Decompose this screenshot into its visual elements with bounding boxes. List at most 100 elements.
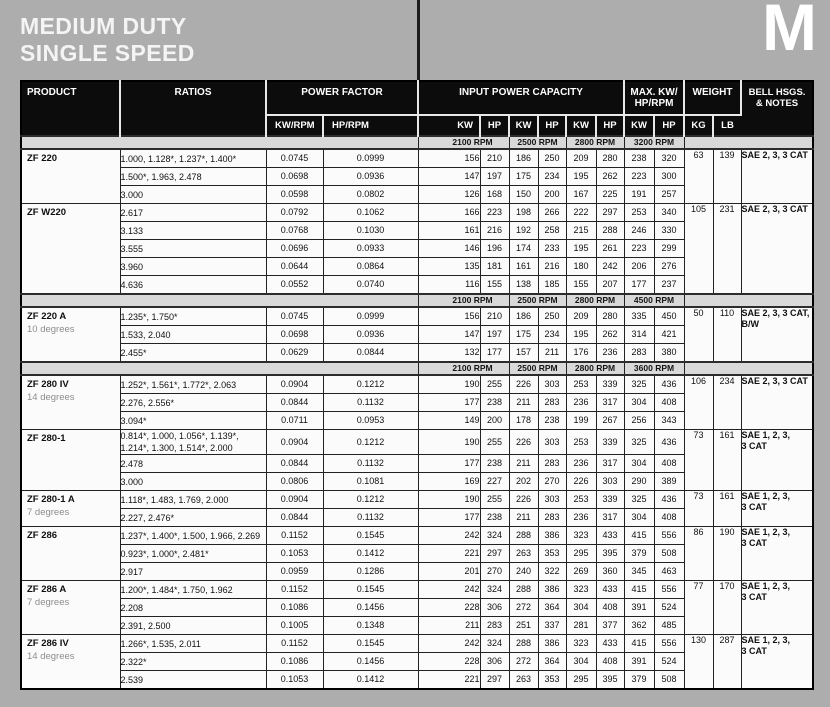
rpm-band-spacer — [21, 361, 419, 376]
ratio-line: 2.917 — [120, 566, 144, 577]
power-factor-kw-cell: 0.0806 — [265, 472, 324, 491]
max-capacity-cell: 485 — [653, 616, 685, 635]
capacity-cell: 386 — [537, 526, 567, 545]
power-factor-kw-cell: 0.0698 — [265, 325, 324, 344]
product-name: ZF 286 — [27, 530, 58, 541]
capacity-cell: 258 — [537, 221, 567, 240]
ratios-cell: 1.252*, 1.561*, 1.772*, 2.063 — [119, 374, 267, 394]
capacity-cell: 255 — [479, 429, 510, 455]
capacity-cell: 297 — [479, 544, 510, 563]
spec-row: 3.133 0.0768 0.1030 161 216 192 258 215 288 246 33… — [21, 221, 813, 240]
spec-row: 3.000 0.0806 0.1081 169 227 202 270 226 303 290 38… — [21, 472, 813, 491]
product-cell: ZF 280 IV 14 degrees — [20, 374, 121, 430]
rpm-band-spacer — [21, 293, 419, 308]
product-angle: 14 degrees — [27, 392, 75, 403]
power-factor-hp-cell: 0.0864 — [322, 257, 419, 276]
capacity-cell: 250 — [537, 148, 567, 168]
capacity-cell: 364 — [537, 598, 567, 617]
capacity-cell: 303 — [595, 472, 625, 491]
spec-row: ZF 280-1 A 7 degrees 1.118*, 1.483, 1.769,… — [20, 490, 814, 527]
capacity-cell: 339 — [595, 429, 625, 455]
capacity-cell: 339 — [595, 490, 625, 509]
notes-line: SAE 1, 2, 3, — [741, 430, 791, 440]
capacity-cell: 270 — [537, 472, 567, 491]
max-capacity-cell: 415 — [623, 634, 655, 653]
unit-header-kg: KG — [684, 115, 715, 136]
capacity-cell: 324 — [479, 634, 510, 653]
spec-row: 3.094* 0.0711 0.0953 149 200 178 238 199 267 256 3… — [21, 411, 813, 430]
product-cell: ZF 220 — [20, 148, 121, 204]
capacity-cell: 223 — [479, 203, 510, 222]
col-header-product: PRODUCT — [21, 81, 121, 136]
max-capacity-cell: 408 — [653, 454, 685, 473]
col-header-weight: WEIGHT — [684, 81, 743, 116]
capacity-cell: 175 — [508, 167, 539, 186]
ratios-cell: 2.227, 2.476* — [119, 508, 267, 527]
unit-header-kw-max: KW — [624, 115, 656, 136]
spec-row: 1.533, 2.040 0.0698 0.0936 147 197 175 234 195 2… — [21, 325, 813, 344]
capacity-cell: 288 — [595, 221, 625, 240]
capacity-cell: 337 — [537, 616, 567, 635]
rpm-band-spacer — [684, 361, 814, 376]
capacity-cell: 234 — [537, 167, 567, 186]
bell-housing-notes-cell: SAE 1, 2, 3, 3 CAT — [740, 634, 814, 690]
spec-row: 4.636 0.0552 0.0740 116 155 138 185 155 207 177 23… — [21, 275, 813, 295]
capacity-cell: 157 — [508, 343, 539, 363]
weight-kg-cell: 105 — [683, 203, 714, 295]
weight-kg-cell: 77 — [683, 580, 714, 635]
ratios-cell: 1.500*, 1.963, 2.478 — [119, 167, 267, 186]
capacity-cell: 306 — [479, 652, 510, 671]
product-name: ZF 280-1 A — [27, 494, 75, 505]
capacity-cell: 253 — [565, 374, 597, 394]
max-capacity-cell: 223 — [623, 167, 655, 186]
product-cell: ZF 280-1 — [20, 429, 121, 491]
spec-table: PRODUCT RATIOS POWER FACTOR INPUT POWER … — [20, 80, 815, 690]
capacity-cell: 306 — [479, 598, 510, 617]
capacity-cell: 216 — [537, 257, 567, 276]
unit-header-hp-max: HP — [654, 115, 686, 136]
spec-row: 2.322* 0.1086 0.1456 228 306 272 364 304 408 391 5… — [21, 652, 813, 671]
bell-housing-notes-cell: SAE 1, 2, 3, 3 CAT — [740, 429, 814, 491]
spec-row: 2.276, 2.556* 0.0844 0.1132 177 238 211 283 236… — [21, 393, 813, 412]
capacity-cell: 395 — [595, 544, 625, 563]
max-capacity-cell: 450 — [653, 306, 685, 326]
ratios-cell: 1.237*, 1.400*, 1.500, 1.966, 2.269 — [119, 526, 267, 545]
power-factor-hp-cell: 0.1062 — [322, 203, 419, 222]
weight-kg-cell: 73 — [683, 429, 714, 491]
capacity-cell: 147 — [417, 167, 481, 186]
max-capacity-cell: 290 — [623, 472, 655, 491]
product-name: ZF 280-1 — [27, 433, 66, 444]
capacity-cell: 176 — [565, 343, 597, 363]
capacity-cell: 166 — [417, 203, 481, 222]
power-factor-kw-cell: 0.0768 — [265, 221, 324, 240]
header-divider-line — [417, 0, 420, 80]
max-capacity-cell: 177 — [623, 275, 655, 295]
capacity-cell: 146 — [417, 239, 481, 258]
ratios-cell: 2.208 — [119, 598, 267, 617]
capacity-cell: 132 — [417, 343, 481, 363]
power-factor-kw-cell: 0.0698 — [265, 167, 324, 186]
bell-housing-notes-cell: SAE 2, 3, 3 CAT, B/W — [740, 306, 814, 363]
capacity-cell: 236 — [565, 508, 597, 527]
bell-housing-notes-cell: SAE 2, 3, 3 CAT — [740, 148, 814, 204]
capacity-cell: 210 — [479, 306, 510, 326]
ratios-cell: 3.000 — [119, 472, 267, 491]
max-capacity-cell: 421 — [653, 325, 685, 344]
capacity-cell: 238 — [479, 454, 510, 473]
max-capacity-cell: 253 — [623, 203, 655, 222]
capacity-cell: 364 — [537, 652, 567, 671]
ratios-cell: 2.322* — [119, 652, 267, 671]
capacity-cell: 135 — [417, 257, 481, 276]
spec-row: ZF 280 IV 14 degrees 1.252*, 1.561*, 1.772… — [20, 374, 814, 430]
capacity-cell: 236 — [565, 454, 597, 473]
capacity-cell: 322 — [537, 562, 567, 581]
capacity-cell: 190 — [417, 490, 481, 509]
unit-header-kw-3: KW — [566, 115, 598, 136]
power-factor-kw-cell: 0.0844 — [265, 393, 324, 412]
spec-row: 2.227, 2.476* 0.0844 0.1132 177 238 211 283 236… — [21, 508, 813, 527]
capacity-cell: 234 — [537, 325, 567, 344]
capacity-cell: 197 — [479, 325, 510, 344]
spec-row: ZF 220 1.000, 1.128*, 1.237*, 1.400* 0.074… — [20, 148, 814, 204]
capacity-cell: 353 — [537, 544, 567, 563]
product-name: ZF 286 A — [27, 584, 67, 595]
